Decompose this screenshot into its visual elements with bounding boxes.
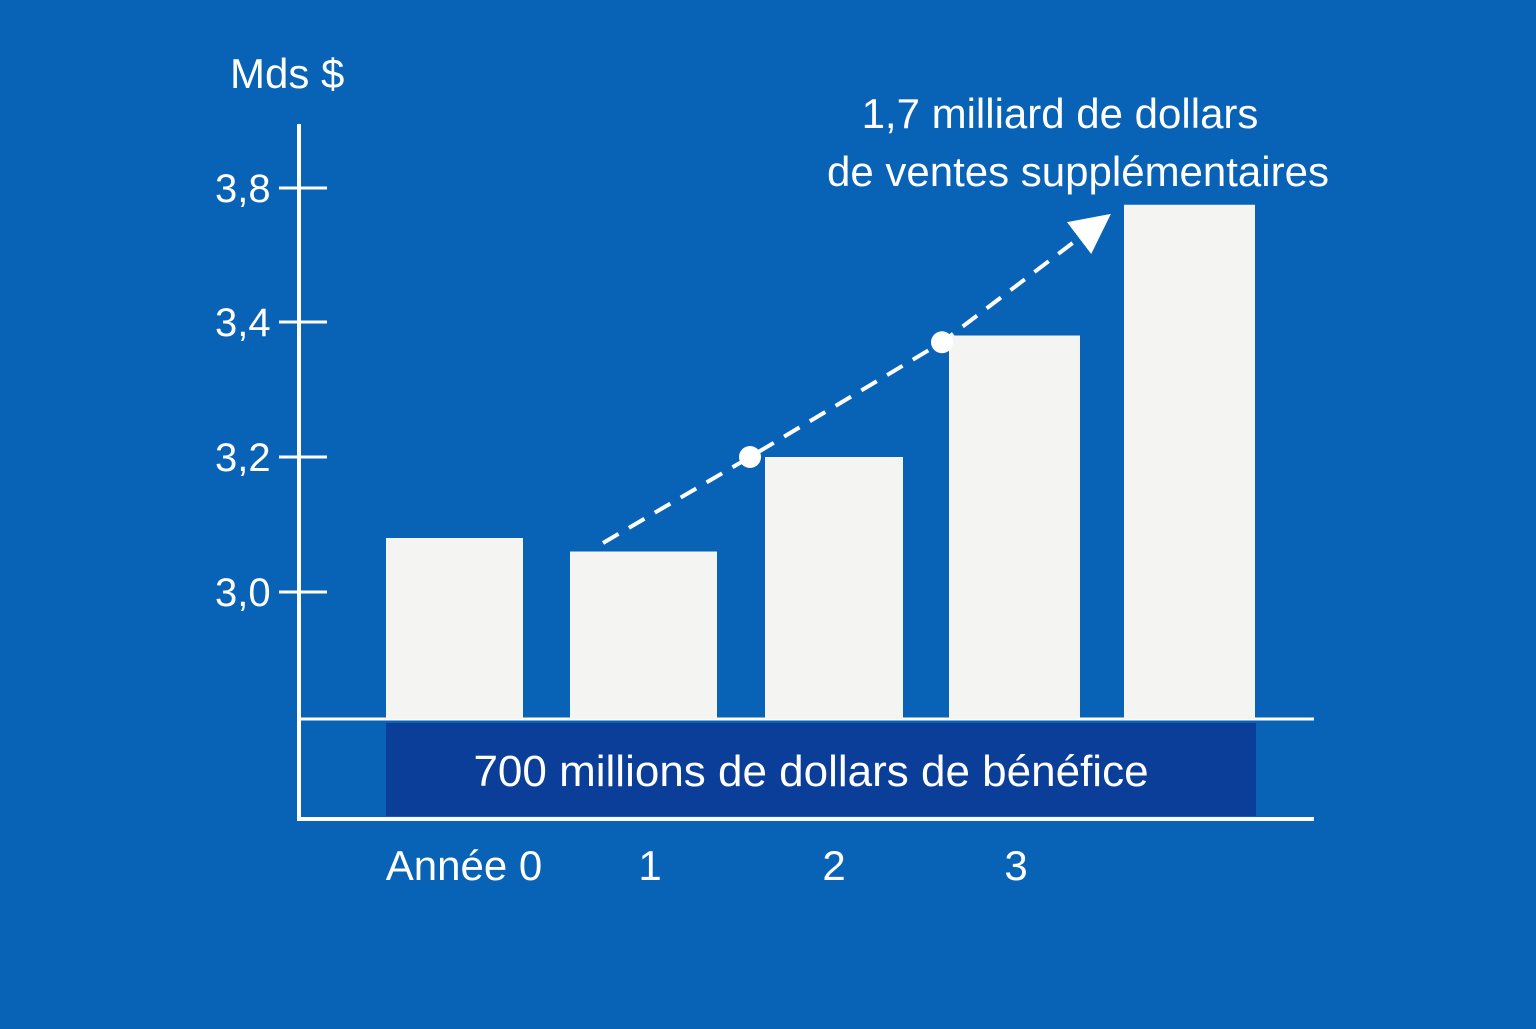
y-tick-label: 3,8 xyxy=(215,167,271,211)
x-tick-label: 2 xyxy=(822,842,845,889)
y-tick-label: 3,4 xyxy=(215,301,271,345)
bar xyxy=(1124,204,1255,719)
trend-point xyxy=(739,446,761,468)
bars-group xyxy=(386,204,1255,719)
annotation-line-2: de ventes supplémentaires xyxy=(827,148,1329,195)
profit-banner xyxy=(386,723,1256,816)
trend-arrow xyxy=(601,213,1111,545)
x-labels: Année 0 1 2 3 xyxy=(386,842,1028,889)
annotation-line-1: 1,7 milliard de dollars xyxy=(862,90,1259,137)
trend-point xyxy=(931,331,953,354)
y-tick-label: 3,2 xyxy=(215,436,271,480)
trend-arrow-group xyxy=(601,213,1111,545)
y-ticks: 3,0 3,2 3,4 3,8 xyxy=(215,167,327,615)
bar xyxy=(386,538,523,719)
profit-label: 700 millions de dollars de bénéfice xyxy=(473,747,1148,796)
y-tick-label: 3,0 xyxy=(215,571,271,615)
bar xyxy=(949,335,1080,719)
x-tick-label: 1 xyxy=(638,842,661,889)
x-tick-label: Année 0 xyxy=(386,842,542,889)
bar xyxy=(570,551,717,719)
bar xyxy=(765,457,903,719)
x-tick-label: 3 xyxy=(1004,842,1027,889)
y-unit-label: Mds $ xyxy=(230,50,344,97)
